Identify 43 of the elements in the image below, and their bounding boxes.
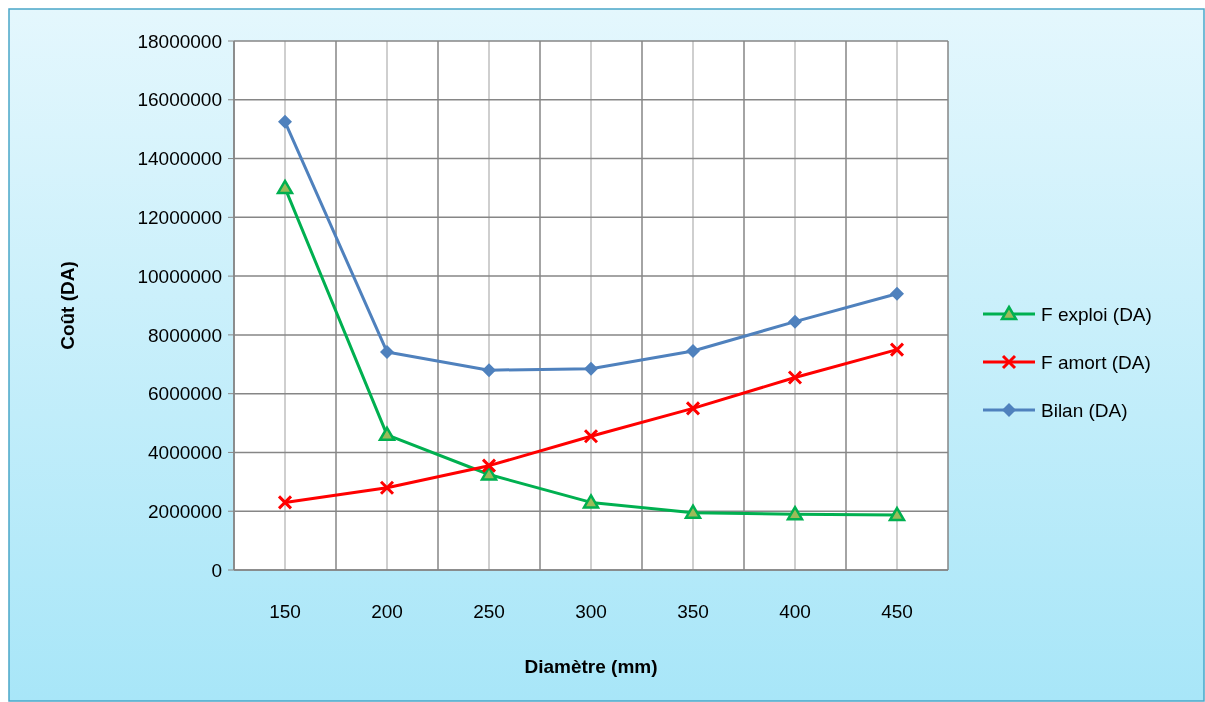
point [685,400,701,416]
point [584,361,598,376]
x-tick-label: 200 [371,601,403,622]
point [787,370,803,385]
point [890,286,904,301]
point [480,466,498,481]
legend-label: F amort (DA) [1041,351,1151,373]
point [277,494,293,510]
legend-label: Bilan (DA) [1041,399,1128,421]
y-tick-label: 6000000 [148,383,222,405]
point [889,342,905,358]
y-tick-label: 18000000 [137,30,222,52]
point [276,179,294,195]
y-tick-label: 14000000 [137,148,222,170]
y-tick-label: 12000000 [137,206,222,228]
y-tick-label: 10000000 [137,265,222,287]
y-tick-label: 4000000 [148,442,222,464]
x-tick-label: 150 [269,601,301,622]
x-axis-title: Diamètre (mm) [524,656,658,677]
point [888,506,906,522]
point [278,114,292,129]
point [684,504,702,519]
point [788,314,802,329]
point [378,426,396,442]
point [481,458,497,474]
y-tick-label: 2000000 [148,500,222,522]
y-axis-title: Coût (DA) [57,261,78,350]
x-tick-label: 400 [779,601,811,622]
y-tick-label: 8000000 [148,324,222,346]
y-tick-label: 0 [211,559,222,581]
x-tick-label: 350 [677,601,709,622]
legend-label: F exploi (DA) [1041,303,1152,325]
x-tick-label: 450 [881,601,913,622]
point [686,344,700,359]
point [482,363,496,378]
x-tick-label: 300 [575,601,607,622]
point [582,494,600,509]
point [786,505,804,521]
y-tick-label: 16000000 [137,89,222,111]
point [380,344,394,359]
point [379,480,395,496]
x-tick-label: 250 [473,601,505,622]
point [583,428,599,444]
